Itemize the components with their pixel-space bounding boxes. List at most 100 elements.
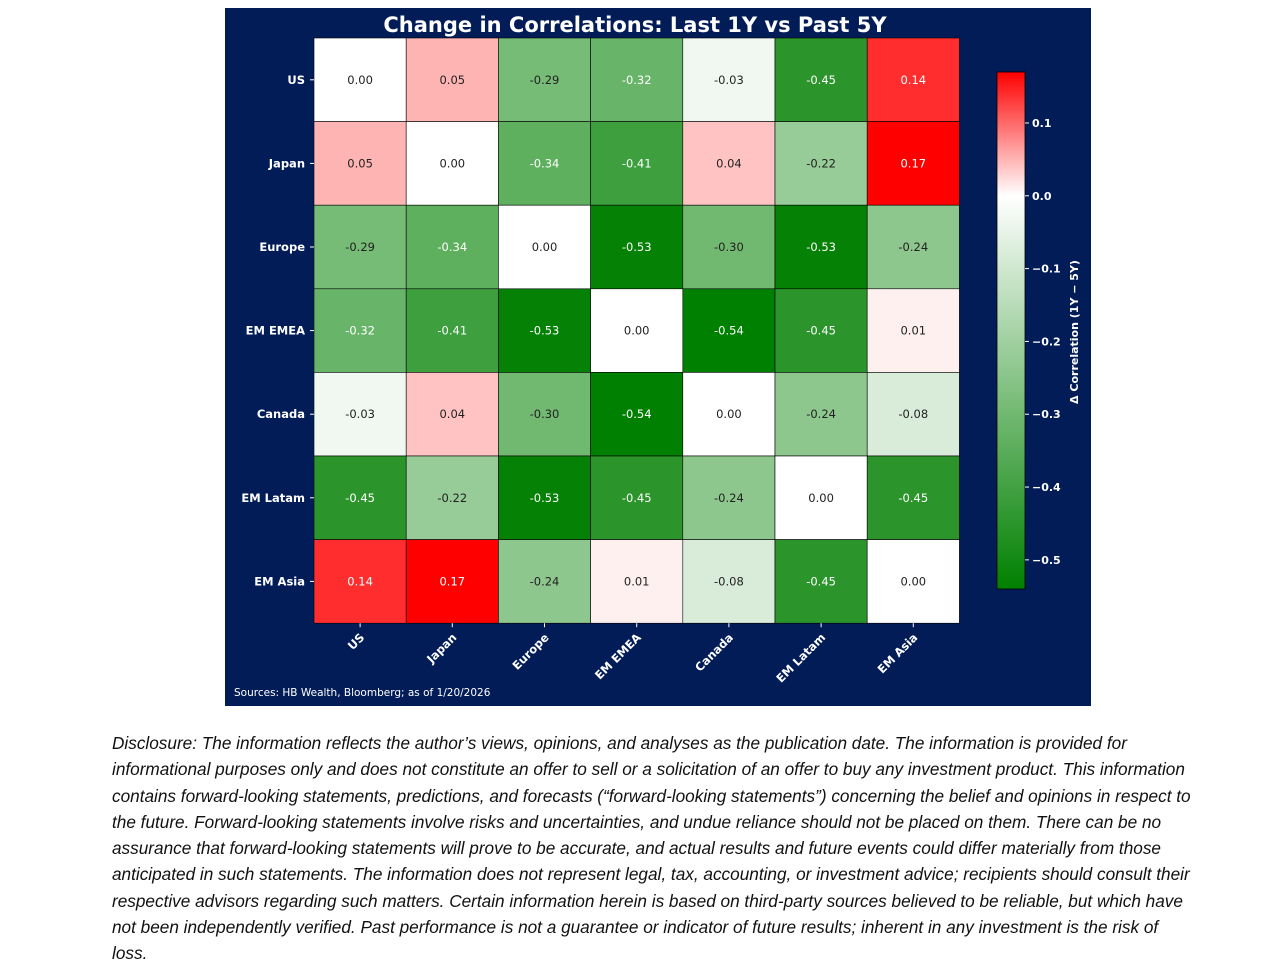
heatmap-cell <box>866 204 960 290</box>
y-tick-label: Europe <box>259 240 305 254</box>
cell-value-label: 0.14 <box>900 73 926 87</box>
cell-value-label: -0.53 <box>530 491 560 505</box>
cell-value-label: -0.24 <box>898 240 928 254</box>
x-tick-label: EM EMEA <box>592 630 644 682</box>
colorbar-tick-label: −0.2 <box>1032 335 1061 348</box>
source-note: Sources: HB Wealth, Bloomberg; as of 1/2… <box>234 687 491 699</box>
cell-value-label: 0.00 <box>900 574 926 588</box>
cell-value-label: -0.22 <box>437 491 467 505</box>
cell-value-label: -0.41 <box>437 324 467 338</box>
cell-value-label: -0.34 <box>437 240 467 254</box>
x-tick-label: Japan <box>423 630 459 666</box>
heatmap-cell <box>590 204 684 290</box>
cell-value-label: -0.29 <box>530 73 560 87</box>
heatmap-cell <box>682 455 776 540</box>
y-tick-label: Canada <box>257 407 305 421</box>
colorbar-tick-label: −0.1 <box>1032 263 1061 276</box>
colorbar-tick-label: −0.5 <box>1032 554 1061 567</box>
x-tick-label: EM Latam <box>773 630 828 685</box>
cell-value-label: 0.05 <box>347 156 373 170</box>
cell-value-label: 0.04 <box>439 407 465 421</box>
cell-value-label: -0.45 <box>806 574 836 588</box>
heatmap-cell <box>774 204 868 290</box>
chart-title: Change in Correlations: Last 1Y vs Past … <box>383 13 887 37</box>
heatmap-cell <box>774 372 868 457</box>
heatmap-cell <box>774 539 868 624</box>
heatmap-cell <box>774 288 868 373</box>
heatmap-cell <box>498 204 591 290</box>
cell-value-label: -0.45 <box>806 324 836 338</box>
cell-value-label: 0.00 <box>532 240 558 254</box>
heatmap-cell <box>313 455 407 540</box>
cell-value-label: -0.24 <box>806 407 836 421</box>
y-tick-label: EM EMEA <box>246 324 305 338</box>
cell-value-label: -0.08 <box>898 407 928 421</box>
cell-value-label: 0.05 <box>439 73 465 87</box>
cell-value-label: 0.00 <box>716 407 742 421</box>
heatmap-cell <box>866 539 960 624</box>
heatmap-cell <box>313 372 407 457</box>
heatmap-cell <box>590 455 684 540</box>
y-tick-label: EM Latam <box>241 491 305 505</box>
heatmap-cell <box>498 372 591 457</box>
heatmap-chart: Change in Correlations: Last 1Y vs Past … <box>234 13 1081 699</box>
y-tick-label: EM Asia <box>254 574 305 588</box>
cell-value-label: -0.24 <box>530 574 560 588</box>
heatmap-cell <box>590 288 684 373</box>
heatmap-cell <box>866 37 960 122</box>
heatmap-cell <box>313 288 407 373</box>
heatmap-cell <box>590 37 684 122</box>
cell-value-label: -0.45 <box>898 491 928 505</box>
heatmap-cell <box>866 455 960 540</box>
cell-value-label: 0.00 <box>624 324 650 338</box>
chart-panel: Change in Correlations: Last 1Y vs Past … <box>225 8 1091 706</box>
colorbar <box>996 71 1026 590</box>
heatmap-cell <box>774 121 868 206</box>
cell-value-label: -0.45 <box>345 491 375 505</box>
x-tick-label: EM Asia <box>875 630 921 676</box>
heatmap-cell <box>682 37 776 122</box>
cell-value-label: -0.53 <box>530 324 560 338</box>
heatmap-cell <box>682 539 776 624</box>
cell-value-label: -0.22 <box>806 156 836 170</box>
cell-value-label: 0.01 <box>900 324 926 338</box>
heatmap-cell <box>313 37 407 122</box>
cell-value-label: 0.01 <box>624 574 650 588</box>
heatmap-cell <box>313 204 407 290</box>
cell-value-label: 0.00 <box>347 73 373 87</box>
colorbar-tick-label: −0.4 <box>1032 481 1061 494</box>
cell-value-label: -0.32 <box>345 324 375 338</box>
colorbar-label: Δ Correlation (1Y − 5Y) <box>1068 260 1081 404</box>
cell-value-label: 0.00 <box>808 491 834 505</box>
heatmap-cell <box>405 288 499 373</box>
heatmap-cell <box>405 37 499 122</box>
x-tick-label: US <box>345 630 367 652</box>
cell-value-label: -0.45 <box>622 491 652 505</box>
cell-value-label: -0.34 <box>530 156 560 170</box>
heatmap-cell <box>313 539 407 624</box>
cell-value-label: -0.54 <box>622 407 652 421</box>
disclosure-text: Disclosure: The information reflects the… <box>112 733 1191 964</box>
cell-value-label: 0.00 <box>439 156 465 170</box>
cell-value-label: -0.03 <box>714 73 744 87</box>
heatmap-cell <box>313 121 407 206</box>
cell-value-label: -0.30 <box>530 407 560 421</box>
colorbar-tick-label: 0.0 <box>1032 190 1052 203</box>
heatmap-cell <box>866 121 960 206</box>
cell-value-label: 0.17 <box>900 156 926 170</box>
heatmap-cell <box>682 204 776 290</box>
heatmap-cell <box>498 121 591 206</box>
cell-value-label: -0.29 <box>345 240 375 254</box>
cell-value-label: 0.04 <box>716 156 742 170</box>
cell-value-label: -0.53 <box>806 240 836 254</box>
cell-value-label: -0.08 <box>714 574 744 588</box>
cell-value-label: -0.45 <box>806 73 836 87</box>
cell-value-label: -0.30 <box>714 240 744 254</box>
heatmap-cell <box>498 37 591 122</box>
heatmap-cell <box>774 37 868 122</box>
colorbar-tick-label: 0.1 <box>1032 117 1052 130</box>
heatmap-cell <box>405 455 499 540</box>
heatmap-cell <box>405 204 499 290</box>
heatmap-cell <box>405 539 499 624</box>
heatmap-cell <box>866 288 960 373</box>
